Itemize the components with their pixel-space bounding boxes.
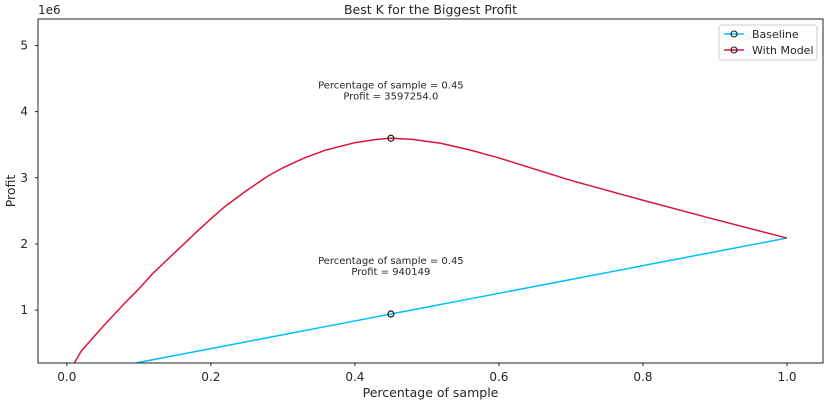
x-tick-label: 0.0 [57,370,76,384]
chart-title: Best K for the Biggest Profit [344,2,517,17]
y-tick-label: 5 [20,38,28,52]
y-tick-label: 1 [20,303,28,317]
x-tick-label: 0.4 [345,370,364,384]
y-axis-multiplier: 1e6 [38,3,61,17]
annotation-2-line-2: Profit = 940149 [351,267,430,278]
x-tick-label: 1.0 [777,370,796,384]
y-tick-label: 2 [20,237,28,251]
series-line-baseline [131,237,788,363]
x-tick-label: 0.2 [201,370,220,384]
ticks-layer: 0.0 0.2 0.4 0.6 0.8 1.0 1 2 3 4 5 [20,38,796,384]
annotation-1-line-2: Profit = 3597254.0 [343,91,438,102]
plot-background [38,19,823,363]
legend-marker-baseline [730,30,738,38]
y-tick-label: 3 [20,171,28,185]
x-axis-label: Percentage of sample [363,385,499,400]
x-tick-label: 0.8 [633,370,652,384]
legend: Baseline With Model [718,24,818,61]
legend-marker-with-model [730,46,738,54]
annotation-2-line-1: Percentage of sample = 0.45 [318,256,464,267]
legend-label-with-model: With Model [752,44,814,57]
y-axis-label: Profit [3,175,18,208]
series-line-with-model [73,137,788,363]
markers-layer [387,134,395,318]
series-layer [73,137,788,363]
legend-label-baseline: Baseline [752,28,799,41]
best-k-marker-with-model [387,134,395,142]
plot-frame [37,18,824,364]
best-k-marker-baseline [387,310,395,318]
x-tick-label: 0.6 [489,370,508,384]
y-tick-label: 4 [20,105,28,119]
annotation-1-line-1: Percentage of sample = 0.45 [318,80,464,91]
